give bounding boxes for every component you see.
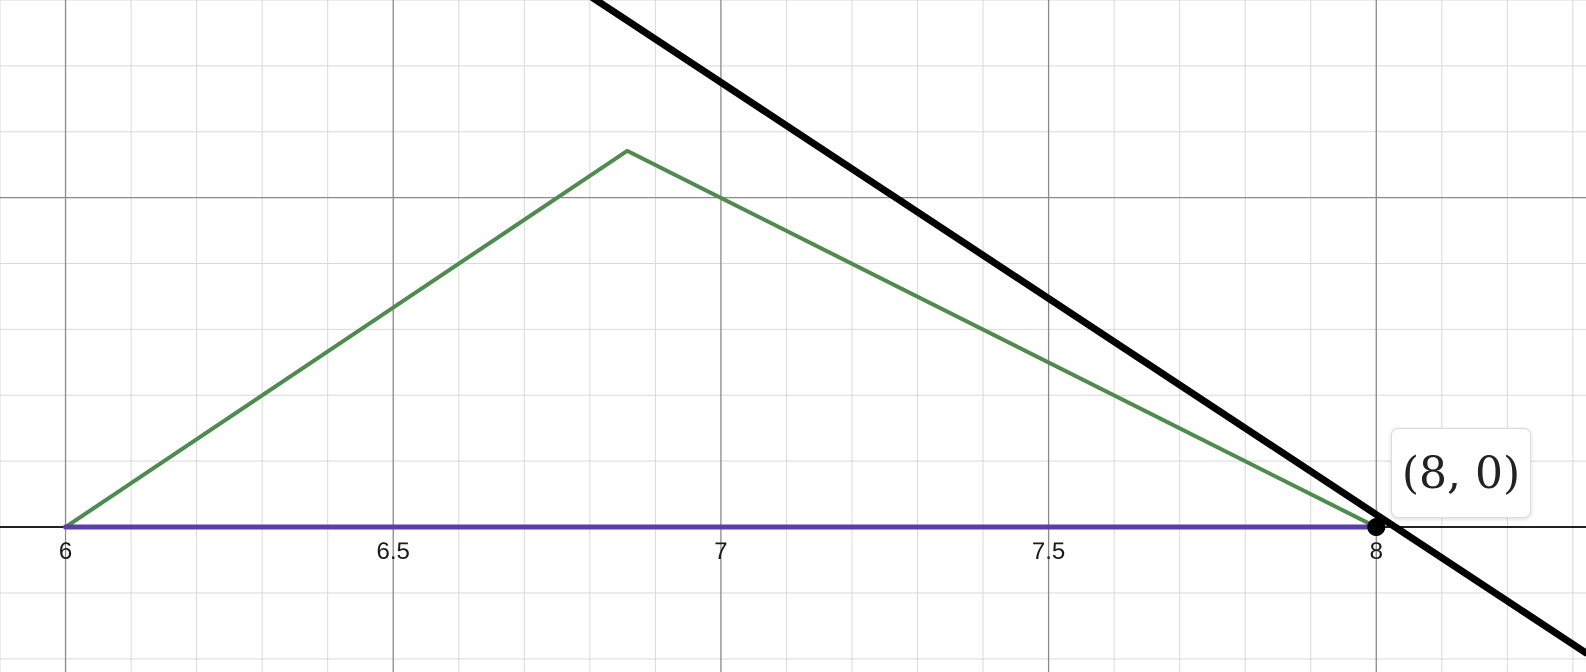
series-lines <box>63 0 1586 657</box>
points <box>1367 518 1386 537</box>
point-marker-1 <box>1367 518 1386 537</box>
series-line-3 <box>589 0 1586 657</box>
x-tick-labels: 6 6.5 7 7.5 8 <box>59 538 1383 565</box>
point-label-8-0: (8, 0) <box>1391 428 1531 518</box>
x-tick-label: 7 <box>714 538 727 565</box>
point-label-text: (8, 0) <box>1401 447 1521 499</box>
x-tick-label: 7.5 <box>1032 538 1065 565</box>
x-tick-label: 6.5 <box>377 538 410 565</box>
x-tick-label: 6 <box>59 538 72 565</box>
x-tick-label: 8 <box>1370 538 1383 565</box>
series-line-1 <box>63 148 1379 530</box>
